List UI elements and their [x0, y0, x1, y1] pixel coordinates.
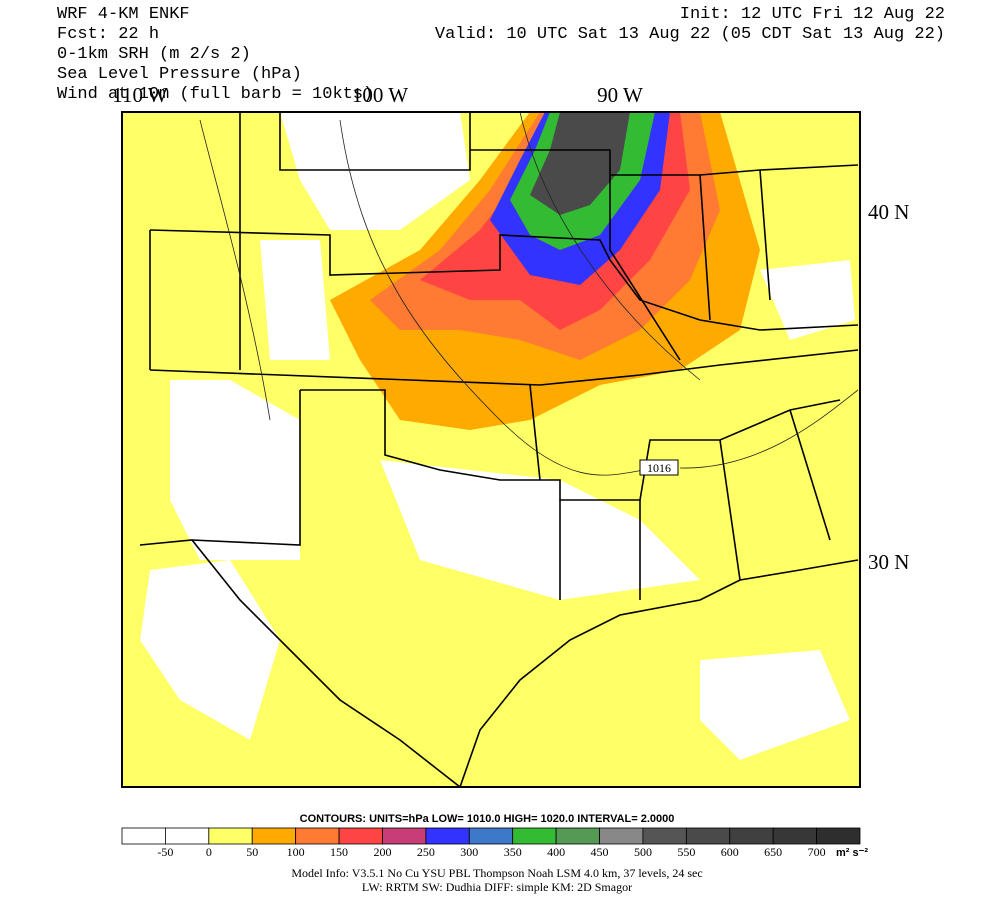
colorbar-label: 600 — [721, 845, 739, 859]
header-line: Sea Level Pressure (hPa) — [57, 65, 302, 84]
colorbar-swatch — [729, 827, 774, 845]
colorbar-swatch — [816, 827, 861, 845]
colorbar-label: 700 — [808, 845, 826, 859]
isobars — [199, 112, 859, 476]
colorbar-swatch — [251, 827, 297, 845]
colorbar-label: 450 — [591, 845, 609, 859]
colorbar-units: m² s⁻² — [836, 847, 868, 859]
colorbar-swatch — [382, 827, 427, 845]
isobar-label-box — [639, 459, 679, 476]
colorbar-label: 250 — [417, 845, 435, 859]
map-frame — [121, 111, 861, 788]
colorbar-swatch — [165, 827, 210, 845]
colorbar-label: 300 — [460, 845, 478, 859]
isobar-label: 1016 — [647, 461, 671, 475]
colorbar-label: 100 — [287, 845, 305, 859]
colorbar-label: 200 — [373, 845, 391, 859]
colorbar-label: 400 — [547, 845, 565, 859]
lon-label: 110 W — [112, 83, 168, 107]
colorbar-swatch — [468, 827, 514, 845]
contour-info: CONTOURS: UNITS=hPa LOW= 1010.0 HIGH= 10… — [300, 813, 675, 825]
colorbar-label: 150 — [330, 845, 348, 859]
colorbar-label: -50 — [157, 845, 173, 859]
map: 1016 110 W 100 W 90 W 40 N 30 N — [112, 83, 909, 788]
lon-label: 90 W — [597, 83, 643, 107]
colorbar-swatch — [425, 827, 470, 845]
colorbar-swatch — [642, 827, 687, 845]
lat-label: 30 N — [868, 550, 909, 574]
colorbar-label: 550 — [677, 845, 695, 859]
colorbar-swatch — [685, 827, 731, 845]
model-info: Model Info: V3.5.1 No Cu YSU PBL Thompso… — [291, 866, 702, 880]
colorbar-label: 50 — [246, 845, 258, 859]
colorbar-swatch — [121, 827, 166, 845]
colorbar-swatch — [512, 827, 557, 845]
header-line: Init: 12 UTC Fri 12 Aug 22 — [680, 5, 945, 24]
colorbar-swatch — [338, 827, 383, 845]
header-line: Wind at 10m (full barb = 10kts) — [57, 85, 373, 104]
colorbar-label: 500 — [634, 845, 652, 859]
colorbar: -50 0 50 100 150 200 250 300 350 400 450 500 550 600 6… — [121, 827, 861, 859]
colorbar-swatch — [208, 827, 253, 845]
header-line: Valid: 10 UTC Sat 13 Aug 22 (05 CDT Sat … — [435, 25, 945, 44]
lat-label: 40 N — [868, 200, 909, 224]
header-line: 0-1km SRH (m 2/s 2) — [57, 45, 251, 64]
state-borders — [139, 112, 859, 787]
model-info: LW: RRTM SW: Dudhia DIFF: simple KM: 2D … — [362, 880, 632, 894]
colorbar-label: 350 — [504, 845, 522, 859]
colorbar-swatch — [295, 827, 340, 845]
header-line: Fcst: 22 h — [57, 25, 159, 44]
colorbar-swatch — [772, 827, 817, 845]
colorbar-swatch — [599, 827, 644, 845]
header-line: WRF 4-KM ENKF — [57, 5, 190, 24]
colorbar-label: 650 — [764, 845, 782, 859]
lon-label: 100 W — [352, 83, 408, 107]
colorbar-label: 0 — [206, 845, 212, 859]
colorbar-swatch — [555, 827, 600, 845]
